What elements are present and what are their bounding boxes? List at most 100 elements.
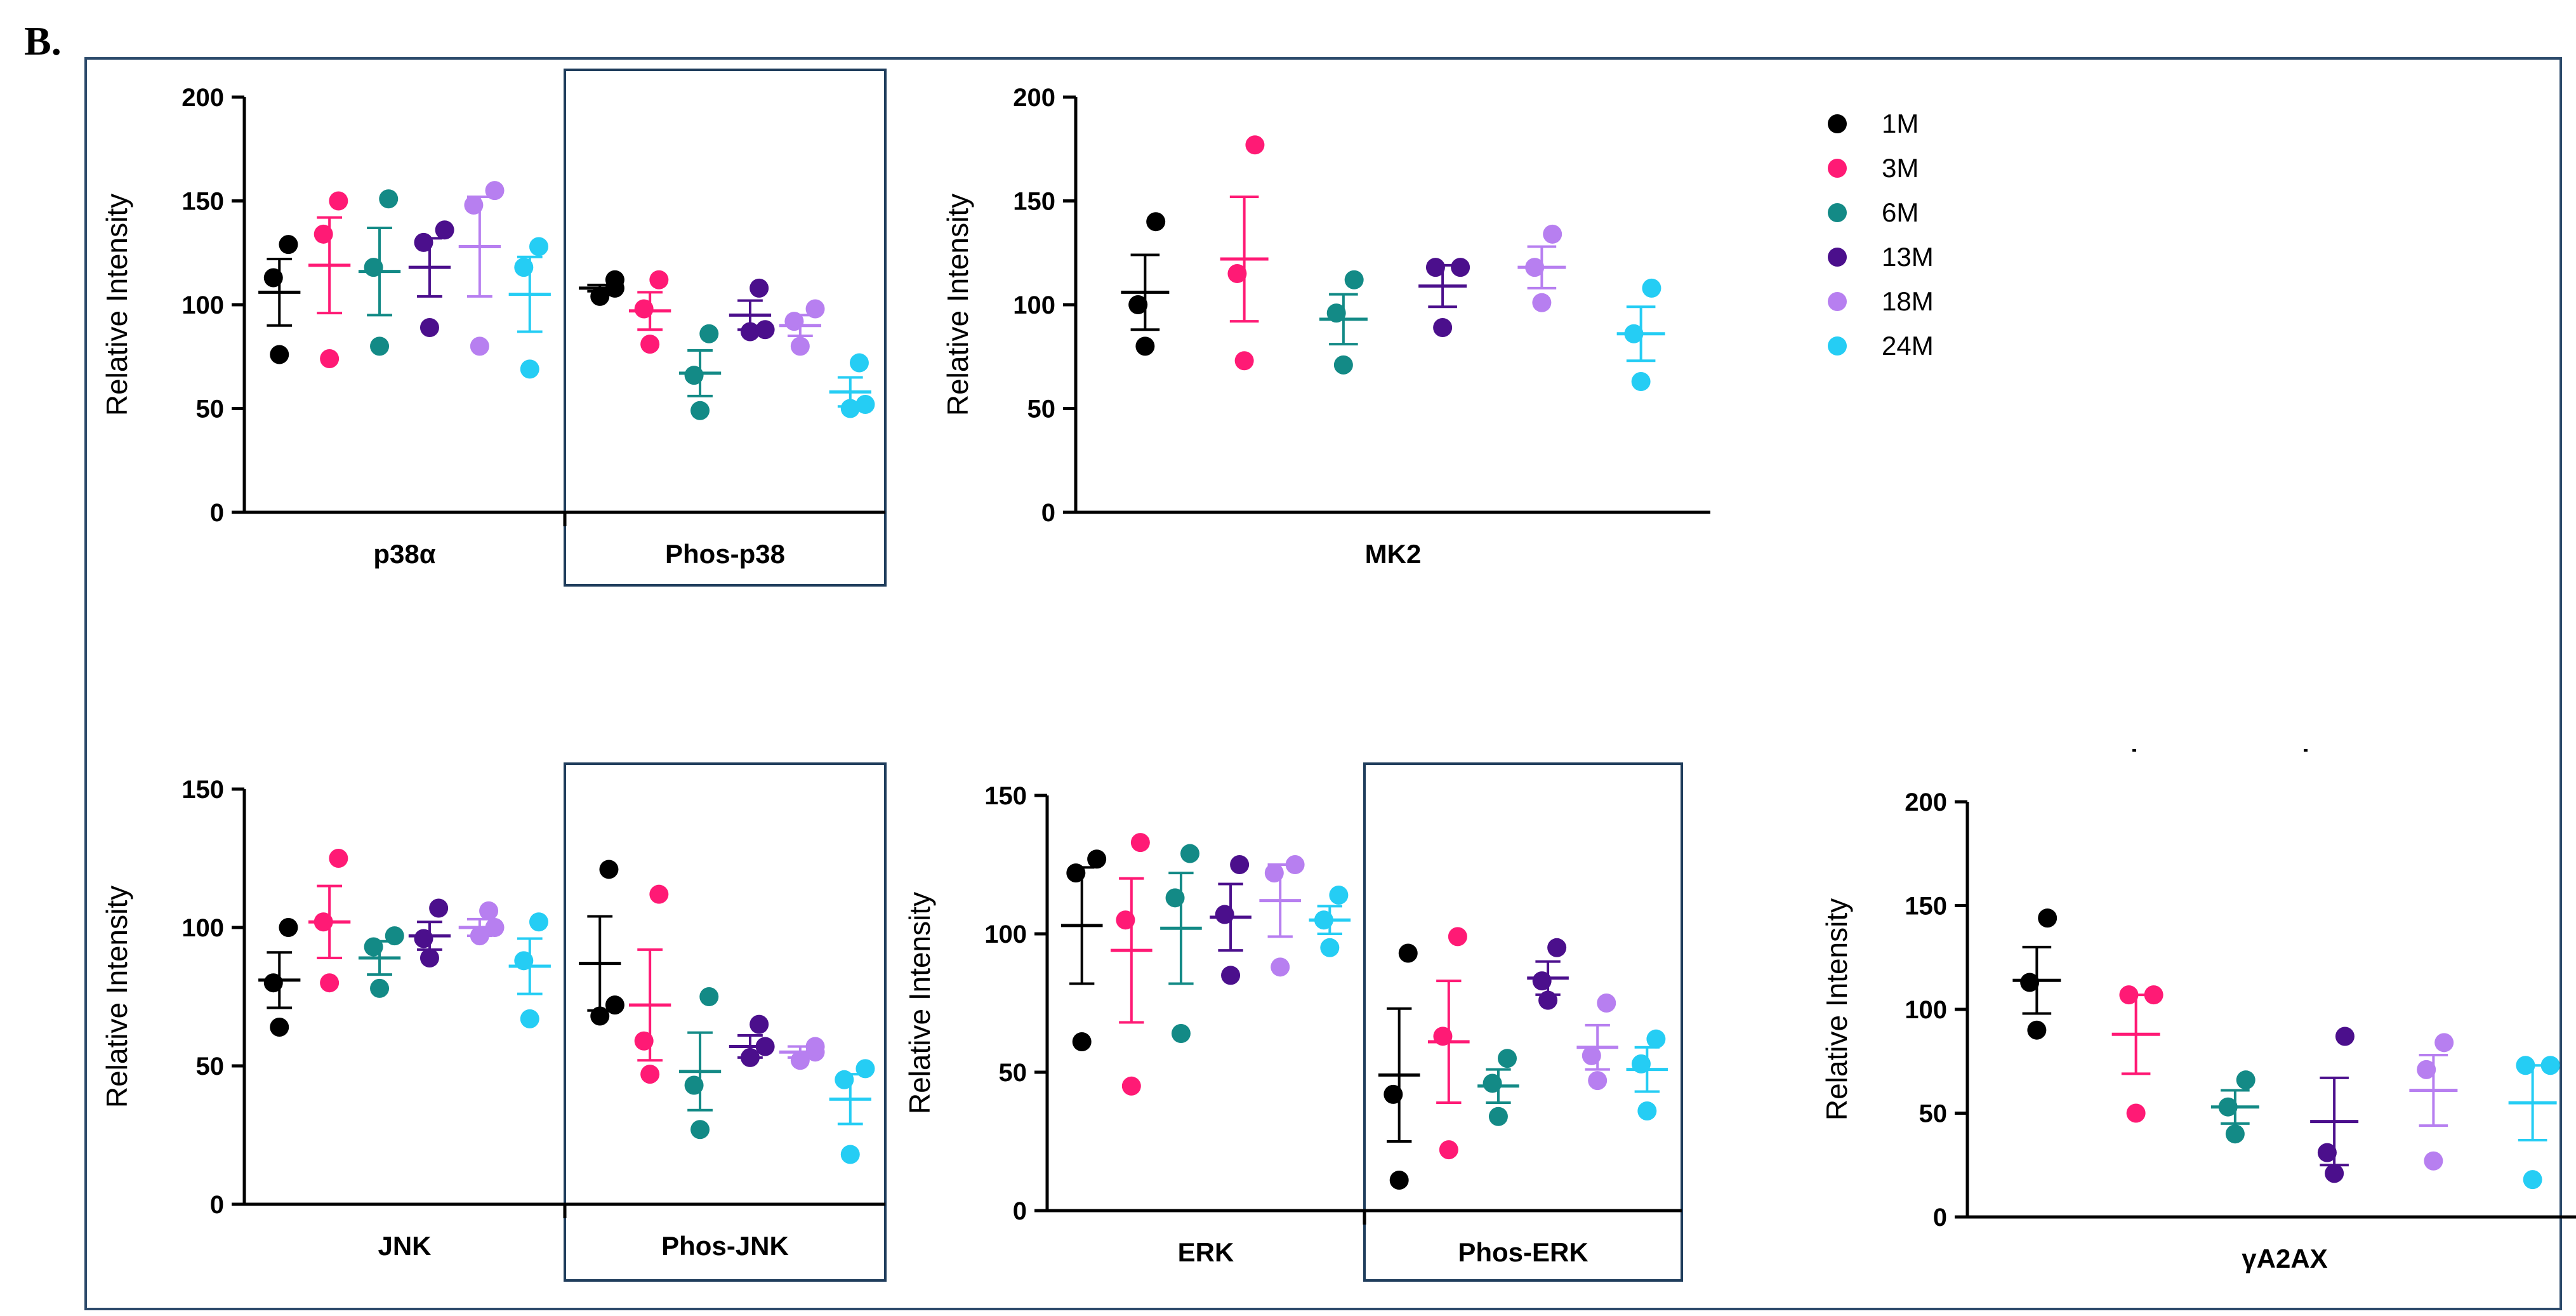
data-point	[1483, 1073, 1502, 1093]
data-point	[2119, 985, 2139, 1005]
data-point	[1326, 303, 1346, 323]
data-point	[370, 336, 390, 356]
series-1M	[258, 235, 301, 364]
panel-label: B.	[24, 18, 62, 63]
series-6M	[678, 324, 722, 420]
series-13M	[2310, 1027, 2359, 1183]
series-6M	[358, 926, 404, 998]
y-tick-label: 100	[182, 291, 224, 319]
y-tick-label: 0	[1041, 499, 1055, 527]
data-point	[2424, 1151, 2443, 1171]
series-13M	[408, 898, 451, 967]
series-24M	[1309, 885, 1351, 957]
data-point	[470, 926, 489, 946]
data-point	[329, 191, 348, 211]
data-point	[529, 912, 548, 932]
data-point	[784, 312, 804, 331]
data-point	[805, 1037, 825, 1056]
data-point	[1488, 1107, 1508, 1126]
data-point	[1165, 888, 1185, 908]
data-point	[2038, 908, 2057, 928]
series-3M	[1220, 135, 1269, 371]
data-point	[750, 278, 769, 298]
series-1M	[1060, 849, 1107, 1052]
data-point	[699, 987, 719, 1006]
data-point	[840, 1145, 860, 1164]
data-point	[649, 884, 669, 904]
data-point	[1245, 135, 1265, 155]
data-point	[1646, 1029, 1666, 1049]
data-point	[590, 1006, 610, 1026]
series-24M	[508, 912, 551, 1028]
data-point	[1439, 1140, 1458, 1160]
y-tick-label: 0	[1933, 1204, 1947, 1232]
data-point	[855, 394, 875, 414]
legend-marker-18M	[1828, 292, 1847, 311]
series-24M	[1626, 1029, 1668, 1121]
group-label: JNK	[378, 1231, 431, 1261]
data-point	[1344, 270, 1364, 289]
data-point	[1215, 905, 1234, 924]
series-3M	[629, 270, 671, 354]
chart-1: 0 50 100 150 200 Relative Intensity MK2	[941, 84, 1710, 569]
y-tick-label: 150	[1905, 893, 1947, 921]
data-point	[1582, 1046, 1601, 1065]
series-18M	[1517, 224, 1566, 312]
data-point	[2218, 1097, 2238, 1117]
chart-4: 0 50 100 150 200 Relative Intensity γA2AX	[1820, 788, 2576, 1273]
data-point	[1433, 317, 1453, 337]
series-13M	[1210, 855, 1252, 985]
data-point	[1285, 855, 1305, 874]
data-point	[320, 973, 340, 993]
data-point	[1642, 278, 1661, 298]
legend-label: 24M	[1882, 331, 1934, 361]
data-point	[429, 898, 449, 918]
data-point	[485, 181, 505, 201]
data-point	[1130, 833, 1150, 853]
series-6M	[1477, 1049, 1519, 1126]
data-point	[279, 235, 298, 255]
y-tick-label: 200	[182, 84, 224, 112]
data-point	[379, 189, 399, 209]
data-point	[684, 1075, 704, 1095]
legend-label: 13M	[1882, 242, 1934, 272]
data-point	[1433, 1027, 1453, 1046]
y-tick-label: 100	[182, 914, 224, 942]
data-point	[605, 995, 624, 1015]
legend-label: 3M	[1882, 153, 1919, 183]
legend-marker-3M	[1828, 159, 1847, 178]
data-point	[414, 232, 433, 252]
data-point	[414, 929, 433, 948]
data-point	[740, 322, 760, 342]
series-18M	[1576, 994, 1618, 1091]
data-point	[590, 286, 610, 306]
legend-label: 6M	[1882, 197, 1919, 227]
series-6M	[678, 987, 722, 1140]
data-point	[419, 317, 439, 337]
series-1M	[2012, 908, 2061, 1040]
data-point	[2027, 1020, 2047, 1040]
data-point	[1597, 994, 1616, 1013]
data-point	[514, 258, 534, 277]
group-label: Phos-p38	[665, 539, 785, 569]
data-point	[1631, 371, 1651, 391]
data-point	[640, 335, 660, 354]
data-point	[520, 1009, 539, 1028]
data-point	[840, 399, 860, 418]
data-point	[684, 366, 704, 385]
data-point	[599, 860, 619, 879]
data-point	[1451, 258, 1470, 277]
data-point	[1498, 1049, 1517, 1068]
y-tick-label: 50	[196, 1053, 225, 1080]
data-point	[1271, 957, 1290, 977]
data-point	[1532, 971, 1552, 991]
data-point	[2317, 1143, 2337, 1162]
data-point	[2516, 1056, 2535, 1075]
series-6M	[358, 189, 401, 356]
series-18M	[2409, 1033, 2458, 1171]
series-24M	[508, 237, 551, 379]
data-point	[364, 258, 383, 277]
data-point	[1389, 1171, 1409, 1190]
y-tick-label: 100	[1013, 291, 1055, 319]
data-point	[1221, 966, 1241, 985]
